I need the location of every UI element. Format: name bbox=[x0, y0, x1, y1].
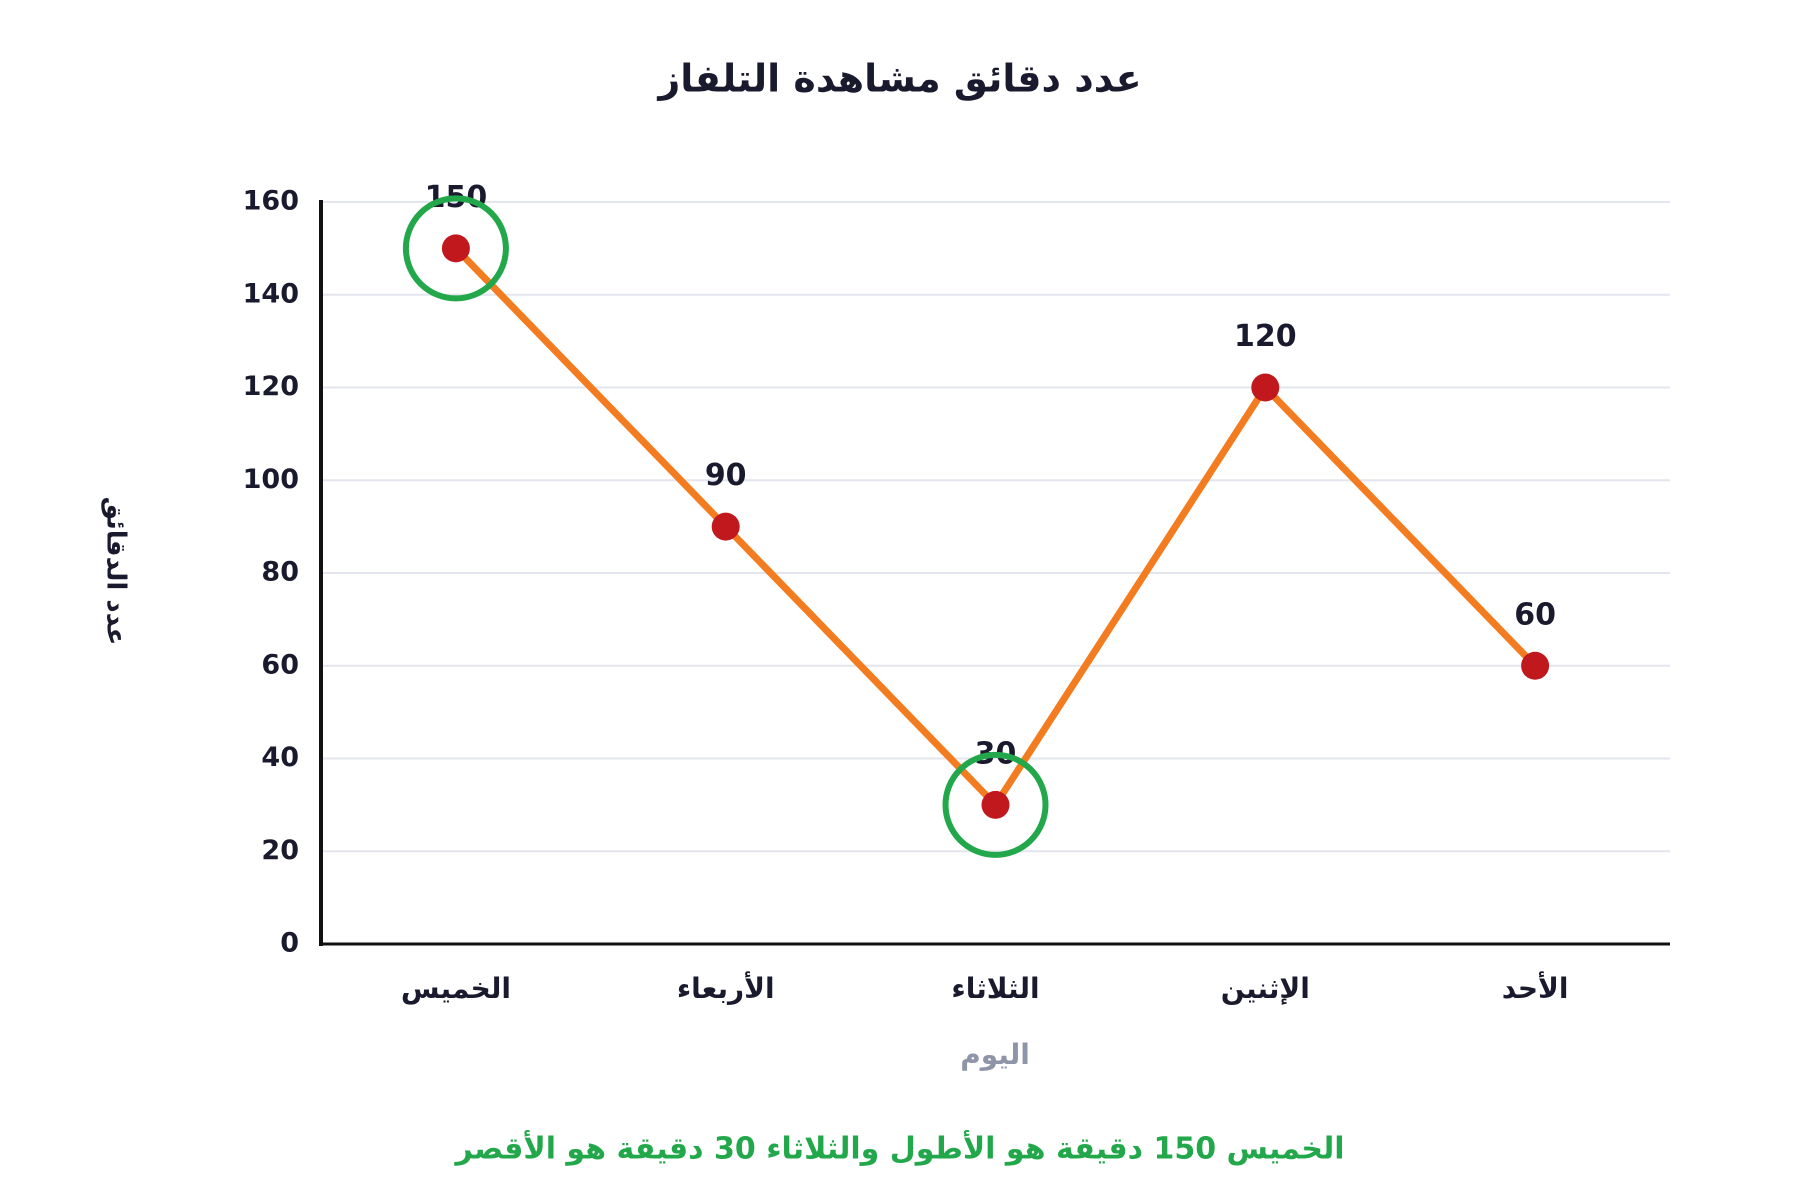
y-axis-title: عدد الدقائق bbox=[101, 497, 131, 646]
x-axis-title: اليوم bbox=[960, 1038, 1030, 1071]
x-tick-label: الثلاثاء bbox=[951, 972, 1039, 1005]
point bbox=[981, 790, 1010, 819]
highlight-ring bbox=[402, 195, 509, 302]
y-tick-label: 60 bbox=[261, 649, 299, 680]
y-tick-label: 160 bbox=[243, 186, 299, 217]
y-tick-label: 100 bbox=[243, 464, 299, 495]
highlight-ring bbox=[942, 751, 1049, 858]
data-label: 60 bbox=[1514, 597, 1556, 632]
y-tick-label: 0 bbox=[280, 928, 299, 959]
y-tick-label: 20 bbox=[261, 835, 299, 866]
x-tick-label: الإثنين bbox=[1221, 972, 1310, 1005]
x-tick-label: الخميس bbox=[401, 972, 511, 1005]
annotation: الخميس 150 دقيقة هو الأطول والثلاثاء 30 … bbox=[454, 1130, 1345, 1167]
x-tick-label: الأحد bbox=[1502, 971, 1569, 1005]
y-tick-label: 40 bbox=[261, 742, 299, 773]
point bbox=[1521, 651, 1550, 680]
point bbox=[711, 512, 740, 541]
y-tick-label: 120 bbox=[243, 371, 299, 402]
data-label: 90 bbox=[705, 458, 747, 493]
x-tick-label: الأربعاء bbox=[677, 971, 775, 1005]
point bbox=[441, 234, 470, 263]
data-label: 120 bbox=[1234, 319, 1297, 354]
y-tick-label: 140 bbox=[243, 278, 299, 309]
point bbox=[1251, 373, 1280, 402]
line bbox=[453, 245, 1538, 809]
y-tick-label: 80 bbox=[261, 557, 299, 588]
chart-title: عدد دقائق مشاهدة التلفاز bbox=[656, 57, 1141, 101]
